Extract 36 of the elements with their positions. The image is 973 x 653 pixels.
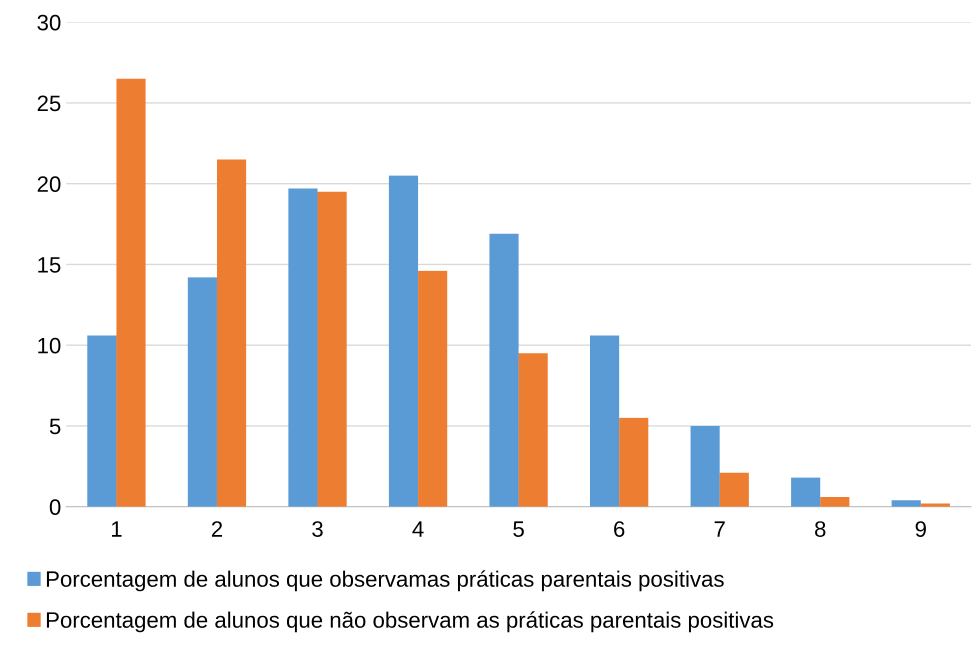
x-tick-label: 2 xyxy=(212,521,222,537)
bar xyxy=(216,159,246,507)
bar xyxy=(489,234,519,507)
x-tick-label: 3 xyxy=(312,521,323,537)
bar xyxy=(892,500,921,507)
bar xyxy=(619,418,648,507)
legend-label: Porcentagem de alunos que observamas práticas parentais positivas xyxy=(46,570,724,592)
bar xyxy=(318,192,347,507)
bar xyxy=(690,426,720,507)
bar xyxy=(188,277,217,507)
bar xyxy=(590,336,620,507)
x-tick-label: 4 xyxy=(412,521,424,537)
legend-label: Porcentagem de alunos que não observam as práticas parentais positivas xyxy=(46,611,774,632)
y-tick-label: 0 xyxy=(50,499,60,515)
y-tick-label: 25 xyxy=(38,95,60,112)
bar xyxy=(518,353,548,507)
y-tick-label: 30 xyxy=(37,14,60,30)
bar xyxy=(920,504,950,507)
bar xyxy=(87,336,116,507)
x-tick-label: 5 xyxy=(513,521,524,537)
y-tick-label: 5 xyxy=(50,418,60,434)
bar xyxy=(116,78,146,507)
x-tick-label: 1 xyxy=(112,521,122,537)
y-tick-label: 10 xyxy=(38,338,60,354)
bar xyxy=(820,497,850,507)
bar xyxy=(418,270,448,507)
bar xyxy=(388,176,418,507)
y-tick-label: 20 xyxy=(38,176,60,192)
x-tick-label: 8 xyxy=(815,521,826,537)
bar xyxy=(791,478,820,507)
bar xyxy=(288,188,318,507)
x-tick-label: 7 xyxy=(714,521,725,537)
x-tick-label: 6 xyxy=(614,521,624,537)
y-tick-label: 15 xyxy=(38,257,60,273)
bar xyxy=(720,472,749,507)
x-tick-label: 9 xyxy=(916,521,926,537)
